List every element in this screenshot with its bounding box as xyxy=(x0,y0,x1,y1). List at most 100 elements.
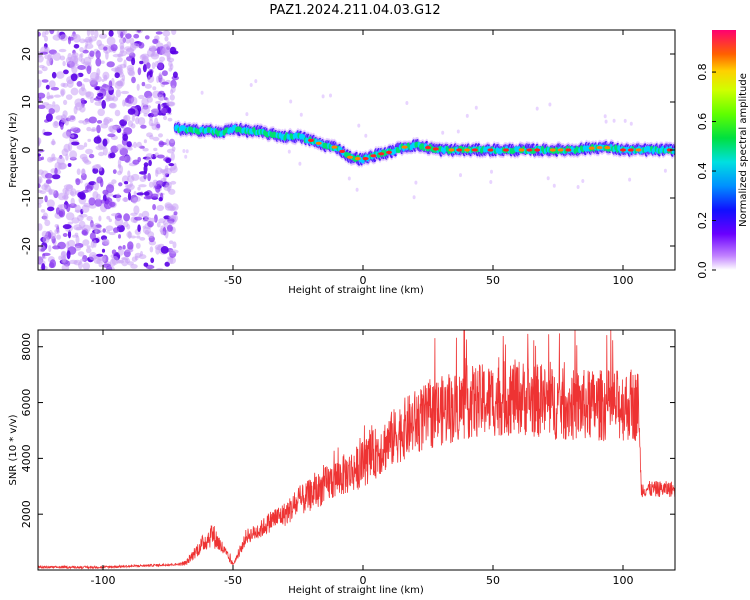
noise-cell xyxy=(133,196,141,202)
noise-cell xyxy=(51,138,55,146)
noise-cell xyxy=(155,42,164,48)
noise-cell xyxy=(152,204,157,211)
noise-cell xyxy=(110,44,118,52)
noise-cell xyxy=(160,107,167,114)
noise-cell xyxy=(93,97,102,101)
noise-cell xyxy=(153,147,158,152)
ridge-peak xyxy=(370,154,377,158)
noise-cell xyxy=(93,181,100,191)
noise-cell xyxy=(95,224,102,228)
y-tick-label: 2000 xyxy=(20,500,33,528)
noise-cell xyxy=(160,231,166,235)
noise-cell xyxy=(167,117,173,122)
noise-cell xyxy=(136,235,141,239)
noise-cell xyxy=(139,237,146,241)
noise-cell xyxy=(108,231,116,236)
faint-cell xyxy=(576,185,580,189)
noise-cell xyxy=(116,193,121,203)
noise-cell xyxy=(131,76,136,84)
noise-cell xyxy=(101,248,106,253)
noise-cell xyxy=(123,155,132,164)
noise-cell xyxy=(40,209,46,213)
noise-cell xyxy=(41,230,49,238)
noise-cell xyxy=(161,70,168,77)
noise-cell xyxy=(155,267,164,270)
noise-cell xyxy=(105,51,109,60)
noise-cell xyxy=(147,220,154,228)
noise-cell xyxy=(155,100,162,105)
ridge-peak xyxy=(331,145,338,149)
noise-cell xyxy=(82,49,89,54)
noise-cell xyxy=(166,224,173,232)
noise-cell xyxy=(150,257,155,264)
noise-cell xyxy=(93,164,100,170)
noise-cell xyxy=(85,91,92,98)
noise-cell xyxy=(129,182,133,187)
noise-cell xyxy=(147,74,155,83)
ridge-peak xyxy=(378,152,385,156)
noise-cell xyxy=(60,251,66,260)
faint-cell xyxy=(474,105,478,110)
noise-cell xyxy=(146,62,151,69)
noise-cell xyxy=(45,113,53,122)
ridge-peak xyxy=(487,148,494,152)
noise-cell xyxy=(105,87,114,91)
noise-cell xyxy=(116,144,124,151)
noise-cell xyxy=(71,234,79,238)
noise-cell xyxy=(38,183,41,189)
noise-cell xyxy=(38,223,43,231)
noise-cell xyxy=(103,116,112,124)
noise-cell xyxy=(152,38,159,45)
noise-cell xyxy=(38,137,41,147)
noise-cell xyxy=(156,154,165,159)
noise-cell xyxy=(78,87,87,96)
x-tick-label: -100 xyxy=(91,274,116,287)
noise-cell xyxy=(89,232,96,240)
noise-cell xyxy=(67,163,72,167)
noise-cell xyxy=(70,73,78,82)
noise-cell xyxy=(100,60,105,64)
noise-cell xyxy=(98,215,102,222)
ridge-peak xyxy=(448,148,455,152)
x-tick-label: -50 xyxy=(224,574,242,587)
noise-cell xyxy=(71,66,78,74)
noise-cell xyxy=(49,30,55,35)
noise-cell xyxy=(108,103,116,109)
noise-cell xyxy=(74,209,82,213)
noise-cell xyxy=(122,99,126,107)
ridge-peak xyxy=(549,148,556,152)
noise-cell xyxy=(38,31,41,37)
noise-cell xyxy=(159,56,166,62)
noise-cell xyxy=(123,213,130,222)
noise-cell xyxy=(126,141,132,148)
noise-cell xyxy=(131,173,140,181)
noise-cell xyxy=(43,131,53,136)
noise-cell xyxy=(137,224,141,232)
noise-cell xyxy=(133,205,140,215)
noise-cell xyxy=(121,256,130,260)
noise-cell xyxy=(47,206,55,212)
noise-cell xyxy=(167,107,172,114)
noise-cell xyxy=(99,258,106,263)
ridge-peak xyxy=(620,148,626,152)
noise-cell xyxy=(106,36,116,46)
faint-cell xyxy=(364,133,368,138)
noise-cell xyxy=(63,184,73,190)
noise-cell xyxy=(102,228,106,233)
noise-cell xyxy=(140,124,147,129)
noise-cell xyxy=(94,226,98,235)
noise-cell xyxy=(44,35,48,42)
noise-cell xyxy=(156,46,161,55)
noise-cell xyxy=(108,30,114,37)
noise-cell xyxy=(137,67,142,76)
noise-cell xyxy=(38,203,42,208)
noise-cell xyxy=(151,62,156,70)
noise-cell xyxy=(135,242,141,249)
noise-cell xyxy=(89,50,95,57)
x-tick-label: 50 xyxy=(486,574,500,587)
faint-cell xyxy=(412,195,416,200)
faint-cell xyxy=(249,83,253,87)
noise-cell xyxy=(137,30,141,33)
ridge-peak xyxy=(526,148,533,152)
noise-cell xyxy=(86,30,91,37)
